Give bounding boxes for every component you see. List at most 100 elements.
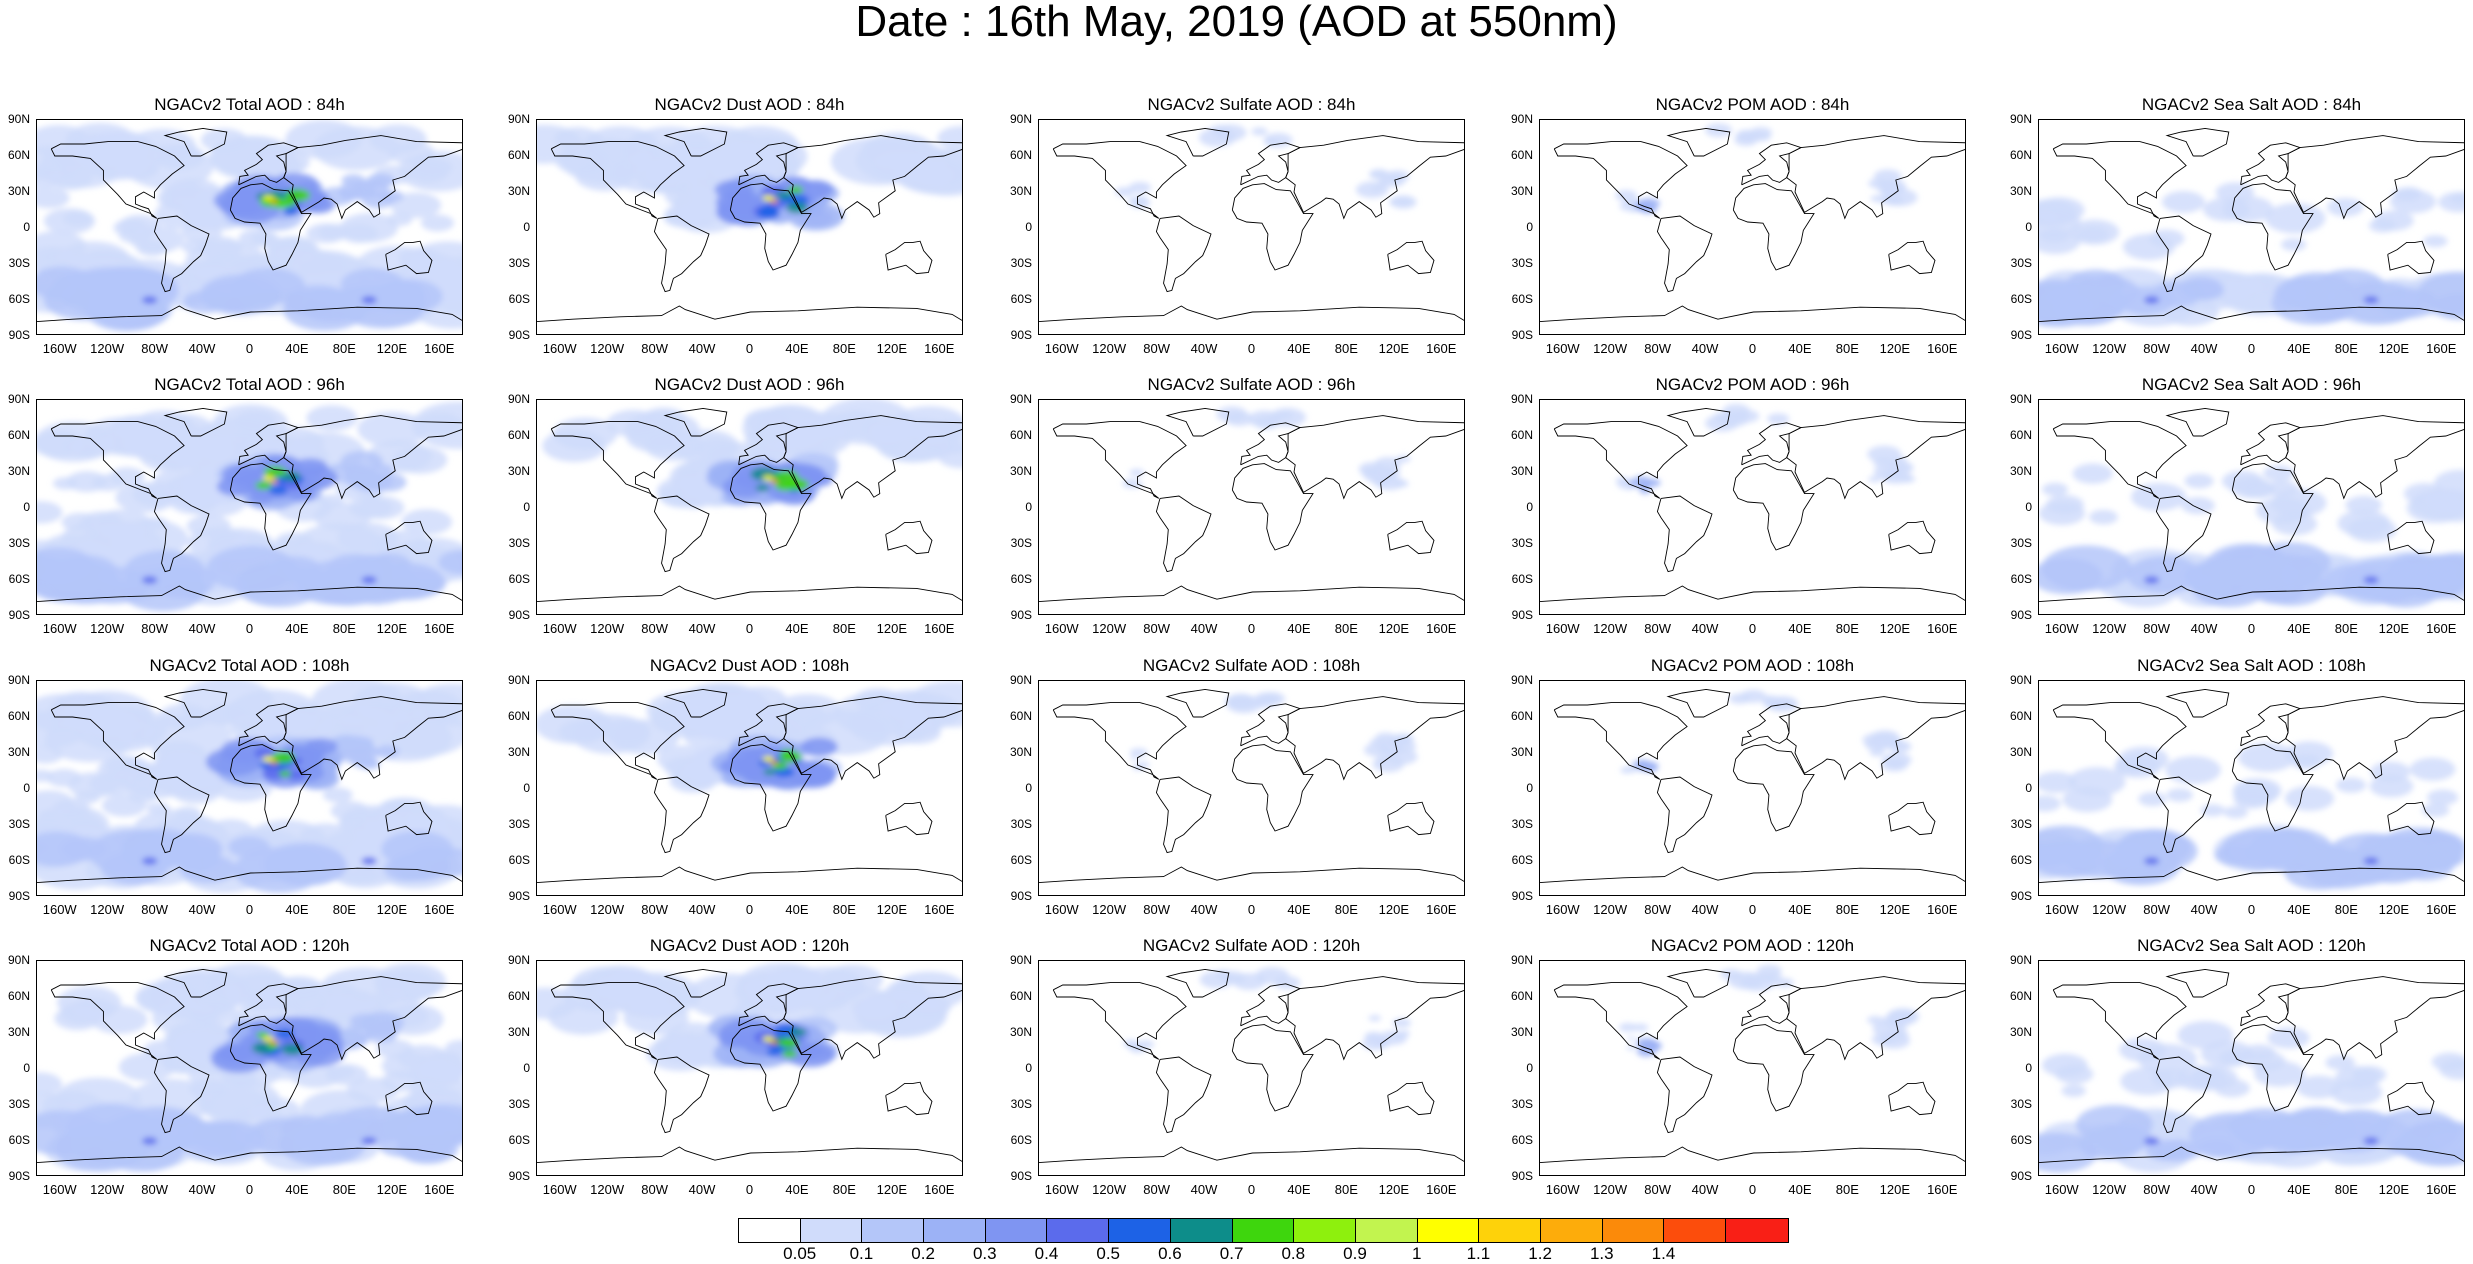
coastlines: [1039, 688, 1464, 884]
lon-tick-label: 40E: [785, 341, 809, 356]
lat-tick-label: 90N: [507, 953, 530, 967]
aod-patch: [770, 760, 779, 765]
lon-tick-label: 120W: [2092, 621, 2127, 636]
coastline: [283, 976, 462, 1061]
aod-patch: [62, 690, 153, 737]
lat-tick-label: 30S: [2010, 817, 2032, 831]
lat-tick-label: 60N: [7, 989, 30, 1003]
aod-patch: [142, 1137, 158, 1145]
coastline: [2240, 422, 2302, 466]
aod-patch: [270, 760, 279, 765]
aod-patch: [438, 549, 462, 575]
lon-tick-label: 120E: [876, 621, 908, 636]
aod-patch: [37, 1072, 63, 1096]
coastline: [229, 463, 312, 551]
coastline: [1732, 1024, 1815, 1112]
lon-tick-label: 80W: [141, 1182, 168, 1197]
aod-patch: [766, 1049, 781, 1057]
aod-patch: [142, 857, 158, 865]
lon-tick-label: 120E: [2378, 341, 2410, 356]
lat-tick-label: 90S: [508, 889, 530, 903]
aod-patch: [1873, 457, 1894, 468]
aod-patch: [2154, 1139, 2200, 1162]
lat-tick-label: 0: [523, 781, 530, 795]
aod-patch: [1275, 410, 1293, 420]
aod-patch: [770, 1040, 779, 1045]
aod-patch: [770, 479, 779, 484]
aod-patch: [271, 751, 295, 764]
lat-tick-label: 60S: [8, 572, 30, 586]
aod-patch: [2215, 182, 2255, 202]
coastline: [1387, 240, 1435, 275]
aod-patch: [2281, 272, 2354, 309]
colorbar-tick-label: 0.9: [1343, 1244, 1367, 1263]
colorbar-swatch: [1417, 1219, 1480, 1242]
aod-patch: [1881, 752, 1912, 768]
coastline: [1786, 696, 1965, 781]
coastline: [1165, 127, 1230, 157]
aod-patch: [780, 749, 794, 756]
aod-patch: [2330, 1079, 2383, 1106]
lon-tick-label: 40W: [688, 902, 716, 917]
aod-patch: [1385, 170, 1410, 183]
coastline: [537, 585, 962, 603]
aod-patch: [789, 1027, 807, 1037]
lat-tick-label: 30S: [508, 536, 530, 550]
coastline: [1656, 776, 1713, 854]
aod-patch: [1122, 478, 1141, 489]
aod-map: [537, 124, 962, 323]
aod-patch: [2183, 564, 2224, 586]
lon-tick-label: 80W: [2143, 902, 2170, 917]
aod-patch: [50, 567, 124, 605]
aod-patch: [81, 531, 146, 564]
aod-patch: [91, 474, 125, 492]
aod-patch: [361, 1137, 377, 1145]
lat-tick-label: 0: [523, 1061, 530, 1075]
lat-tick-label: 60N: [1009, 428, 1032, 442]
aod-patch: [211, 1045, 267, 1073]
lon-tick-label: 40E: [1287, 341, 1311, 356]
coastline: [1540, 866, 1965, 884]
lon-tick-label: 80W: [1644, 341, 1671, 356]
lat-tick-label: 0: [23, 220, 30, 234]
aod-map: [37, 681, 462, 894]
coastline: [2285, 415, 2464, 500]
aod-patch: [255, 481, 272, 490]
lon-tick-label: 0: [745, 621, 754, 636]
aod-patch: [1130, 198, 1151, 209]
aod-patch: [537, 704, 612, 744]
colorbar-swatch: [1047, 1219, 1110, 1242]
aod-map: [2039, 968, 2464, 1173]
aod-patch: [2351, 1065, 2387, 1084]
lon-tick-label: 120W: [590, 1182, 625, 1197]
aod-field: [1129, 691, 1418, 773]
aod-patch: [410, 1059, 462, 1088]
aod-field: [37, 120, 462, 332]
lat-tick-label: 0: [1025, 1061, 1032, 1075]
lat-tick-label: 60S: [2010, 853, 2032, 867]
lon-tick-label: 160W: [542, 902, 577, 917]
lat-tick-label: 90N: [1009, 112, 1032, 126]
lat-tick-label: 30N: [507, 745, 530, 759]
panel-title: NGACv2 Sulfate AOD : 108h: [1142, 656, 1361, 675]
aod-patch: [2039, 795, 2061, 812]
coastline: [1285, 415, 1464, 500]
aod-patch: [2233, 790, 2271, 809]
aod-patch: [1232, 973, 1267, 991]
map-panel: [36, 960, 463, 1176]
aod-patch: [1369, 169, 1390, 180]
lon-tick-label: 160E: [1426, 621, 1457, 636]
lon-tick-label: 80E: [1835, 621, 1859, 636]
aod-patch: [760, 204, 778, 214]
lon-tick-label: 40W: [2190, 621, 2218, 636]
aod-patch: [1624, 484, 1635, 491]
lat-tick-label: 30S: [8, 817, 30, 831]
aod-patch: [646, 691, 724, 731]
lat-tick-label: 60S: [508, 853, 530, 867]
lat-tick-label: 60N: [1009, 989, 1032, 1003]
colorbar-tick-label: 0.8: [1281, 1244, 1306, 1263]
aod-patch: [1136, 1039, 1155, 1049]
lon-tick-label: 40E: [1788, 902, 1812, 917]
lon-tick-label: 0: [2247, 1182, 2256, 1197]
aod-patch: [2061, 1084, 2087, 1097]
